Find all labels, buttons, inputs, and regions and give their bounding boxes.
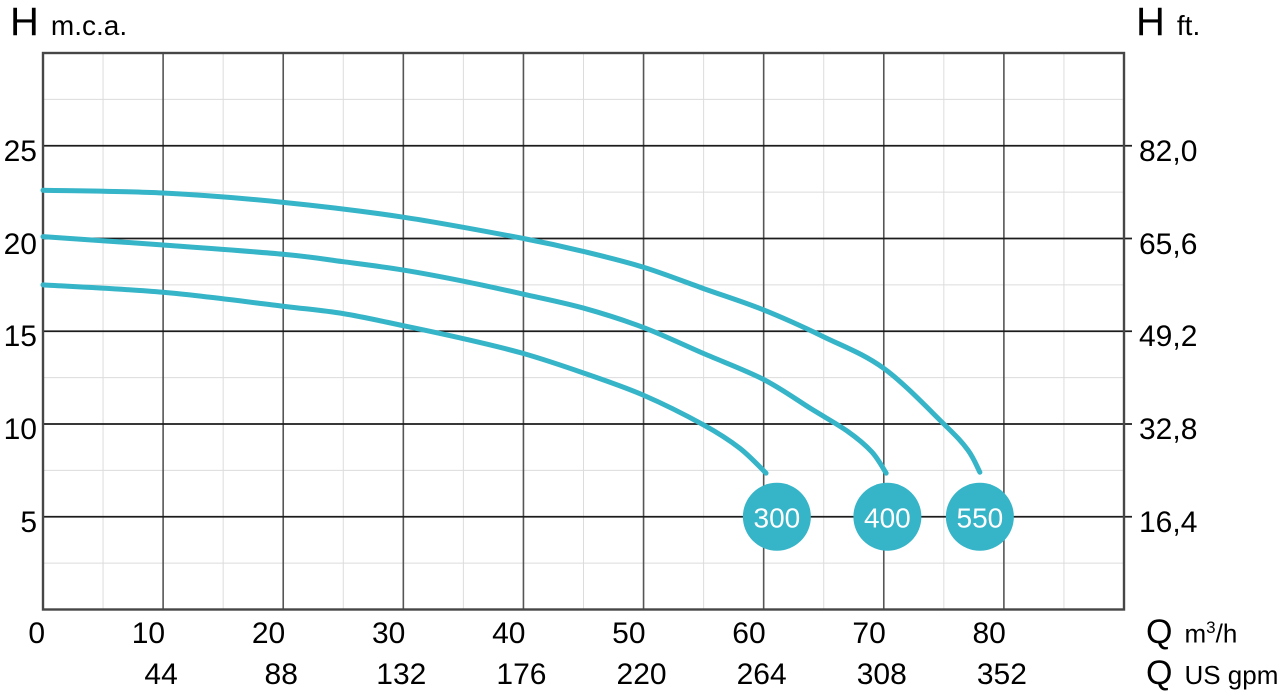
x-tick-m3h-50: 50 [612, 617, 646, 650]
x-tick-m3h-60: 60 [732, 617, 766, 650]
curve-badge-550 [945, 482, 1014, 551]
x-tick-usgpm-44: 44 [144, 658, 178, 691]
right-axis-title: H ft. [1136, 2, 1200, 42]
x-axis-unit-m3h: m3/h [1184, 618, 1238, 649]
x-tick-m3h-30: 30 [371, 617, 406, 650]
x-axis-title-usgpm: Q US gpm [1146, 656, 1278, 690]
left-axis-symbol: H [10, 0, 39, 44]
y-tick-right-49,2: 49,2 [1139, 320, 1198, 354]
y-tick-left-15: 15 [3, 320, 37, 354]
x-axis-unit-usgpm: US gpm [1184, 660, 1279, 690]
curve-badge-300 [742, 482, 811, 551]
curve-550 [40, 187, 983, 475]
y-tick-left-25: 25 [3, 134, 37, 168]
x-tick-usgpm-176: 176 [496, 658, 547, 691]
x-tick-m3h-0: 0 [28, 617, 45, 650]
y-tick-left-20: 20 [3, 227, 37, 261]
y-tick-left-5: 5 [20, 505, 37, 539]
x-axis-title-m3h: Q m3/h [1146, 615, 1237, 649]
left-axis-title: H m.c.a. [10, 2, 127, 42]
curve-badge-label-300: 300 [754, 502, 801, 533]
y-tick-right-16,4: 16,4 [1139, 505, 1198, 539]
plot-border [41, 51, 1126, 611]
x-tick-usgpm-264: 264 [736, 658, 787, 691]
x-axis-symbol-m3h: Q [1146, 613, 1173, 651]
y-tick-right-82,0: 82,0 [1139, 134, 1198, 168]
x-tick-m3h-80: 80 [972, 617, 1006, 650]
curve-badge-400 [853, 482, 922, 551]
x-tick-usgpm-220: 220 [616, 658, 667, 691]
y-tick-right-65,6: 65,6 [1139, 227, 1198, 261]
x-tick-usgpm-352: 352 [976, 658, 1027, 691]
x-tick-m3h-70: 70 [852, 617, 886, 650]
left-axis-unit: m.c.a. [50, 10, 128, 41]
x-tick-m3h-10: 10 [131, 617, 166, 650]
curve-300 [40, 282, 769, 476]
y-tick-right-32,8: 32,8 [1139, 413, 1198, 446]
x-tick-usgpm-132: 132 [376, 658, 427, 691]
right-axis-symbol: H [1136, 0, 1165, 44]
y-tick-left-10: 10 [3, 413, 37, 446]
x-tick-usgpm-308: 308 [856, 658, 907, 691]
x-axis-symbol-usgpm: Q [1146, 654, 1173, 692]
x-tick-usgpm-88: 88 [264, 658, 298, 691]
right-axis-unit: ft. [1176, 10, 1201, 41]
curve-badge-label-400: 400 [864, 502, 911, 533]
curve-badge-label-550: 550 [957, 502, 1004, 533]
curve-400 [40, 234, 889, 476]
x-tick-m3h-40: 40 [492, 617, 526, 650]
x-tick-m3h-20: 20 [251, 617, 286, 650]
